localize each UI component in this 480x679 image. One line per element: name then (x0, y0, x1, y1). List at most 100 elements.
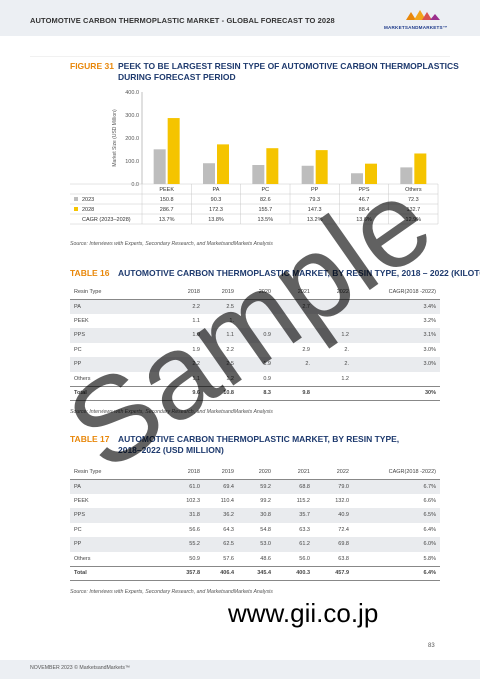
table-row: PC 56.6 64.3 54.8 63.3 72.4 6.4% (70, 523, 440, 538)
table17-title-line-1: AUTOMOTIVE CARBON THERMOPLASTIC MARKET, … (118, 434, 400, 444)
table-total-row: Total 357.8 406.4 345.4 400.3 457.9 6.4% (70, 566, 440, 581)
y-tick-label: 400.0 (125, 90, 139, 96)
column-header: CAGR(2018 -2022) (388, 469, 436, 476)
table-cell: 99.2 (260, 497, 271, 504)
total-cell: Total (74, 390, 87, 397)
table-cell: 0.9 (263, 332, 271, 339)
table-cell: 2. (305, 361, 310, 368)
brand-logo: MARKETSANDMARKETS™ (384, 8, 458, 32)
cagr-value: 13.6% (356, 217, 372, 223)
data-label: 90.3 (211, 197, 222, 203)
table-cell: 1.2 (341, 375, 349, 382)
data-label: 150.8 (160, 197, 174, 203)
table-cell: 63.8 (338, 555, 349, 562)
table-cell: PC (74, 526, 82, 533)
data-label: 79.3 (309, 197, 320, 203)
table-cell: 5.8% (423, 555, 436, 562)
table-cell: 2.2 (226, 346, 234, 353)
table17-label: TABLE 17 (70, 434, 110, 444)
column-header: 2018 (187, 289, 200, 296)
table-cell: 1.1 (192, 375, 200, 382)
table-cell: 1.9 (263, 361, 271, 368)
y-tick-label: 300.0 (125, 113, 139, 119)
x-category-label: Others (405, 187, 422, 193)
table-cell: 50.9 (189, 555, 200, 562)
column-header: CAGR(2018 -2022) (388, 289, 436, 296)
column-header: 2019 (221, 289, 234, 296)
table-cell: 1.1 (192, 317, 200, 324)
figure-title-line-1: PEEK TO BE LARGEST RESIN TYPE OF AUTOMOT… (118, 61, 459, 71)
table-cell: 1. (229, 317, 234, 324)
table16: Resin Type 2018 2019 2020 2021 2022 CAGR(2018 … (70, 286, 440, 401)
table-cell (238, 299, 275, 314)
legend-swatch-2028 (74, 207, 78, 211)
table-cell: 2.5 (226, 303, 234, 310)
table-cell: 110.4 (220, 497, 234, 504)
table-cell: 1.9 (192, 346, 200, 353)
table-cell: PP (74, 361, 82, 368)
column-header: 2022 (336, 469, 349, 476)
bar-2023-peek (153, 149, 166, 184)
table-row: PP 2.2 2.5 1.9 2. 2. 3.0% (70, 357, 440, 372)
table-header-row: Resin Type 2018 2019 2020 2021 2022 CAGR(2018 … (70, 466, 440, 479)
table-row: PEEK 1.1 1. 3.2% (70, 314, 440, 329)
table-cell: 69.8 (338, 541, 349, 548)
table-cell: 56.6 (189, 526, 200, 533)
y-tick-label: 0.0 (131, 182, 139, 188)
table-cell: Others (74, 555, 91, 562)
cagr-value: 13.8% (208, 217, 224, 223)
cagr-value: 12.9% (406, 217, 422, 223)
table-cell: 3.1% (423, 332, 436, 339)
table-cell: PPS (74, 512, 86, 519)
table-cell (353, 372, 440, 387)
table-cell: 6.4% (423, 526, 436, 533)
column-header: 2021 (297, 469, 310, 476)
cagr-value: 13.2% (307, 217, 323, 223)
table-cell: PPS (74, 332, 86, 339)
table-cell: 59.2 (260, 483, 271, 490)
table-cell: 31.8 (189, 512, 200, 519)
table-cell: 3.0% (423, 346, 436, 353)
table-cell: 55.2 (189, 541, 200, 548)
x-category-label: PP (311, 187, 319, 193)
table-cell: 2.7 (302, 303, 310, 310)
table-cell: 3.2% (423, 317, 436, 324)
table-row: PPS 31.8 36.2 30.8 35.7 40.9 6.5% (70, 508, 440, 523)
x-category-label: PC (262, 187, 270, 193)
table-row: Others 50.9 57.6 48.6 56.0 63.8 5.8% (70, 552, 440, 567)
table-cell: PEEK (74, 317, 89, 324)
data-label: 82.6 (260, 197, 271, 203)
data-label: 72.3 (408, 197, 419, 203)
total-cell (314, 386, 353, 401)
y-axis-label: Market Size (USD Million) (112, 109, 118, 167)
page-number: 83 (428, 643, 435, 649)
bar-2028-pp (315, 150, 328, 184)
table-cell: PC (74, 346, 82, 353)
bar-2028-pps (365, 163, 377, 184)
table-cell: 102.3 (186, 497, 200, 504)
table-cell (275, 314, 314, 329)
table-cell: 0.9 (263, 375, 271, 382)
bar-2023-pa (203, 163, 215, 184)
column-header: 2020 (258, 289, 271, 296)
total-cell: 8.3 (263, 390, 271, 397)
bar-2023-others (400, 167, 413, 184)
table17-title-line-2: 2018–2022 (USD MILLION) (118, 445, 224, 455)
table-cell: 69.4 (223, 483, 234, 490)
footer-copyright: NOVEMBER 2023 © MarketsandMarkets™ (30, 665, 131, 671)
table-cell: 57.6 (223, 555, 234, 562)
data-label: 155.7 (258, 207, 272, 213)
x-category-label: PEEK (159, 187, 174, 193)
data-label: 132.7 (406, 207, 420, 213)
table-row: PEEK 102.3 110.4 99.2 115.2 132.0 6.6% (70, 494, 440, 509)
table-cell: 54.8 (260, 526, 271, 533)
column-header: Resin Type (74, 469, 102, 476)
table-cell: 6.6% (423, 497, 436, 504)
table-cell: 36.2 (223, 512, 234, 519)
total-cell: 345.4 (257, 570, 271, 577)
table-row: PA 61.0 69.4 59.2 68.8 79.0 6.7% (70, 479, 440, 494)
column-header: 2021 (297, 289, 310, 296)
bar-2023-pc (252, 165, 265, 184)
table-cell: 1.2 (226, 375, 234, 382)
table-cell: 79.0 (338, 483, 349, 490)
